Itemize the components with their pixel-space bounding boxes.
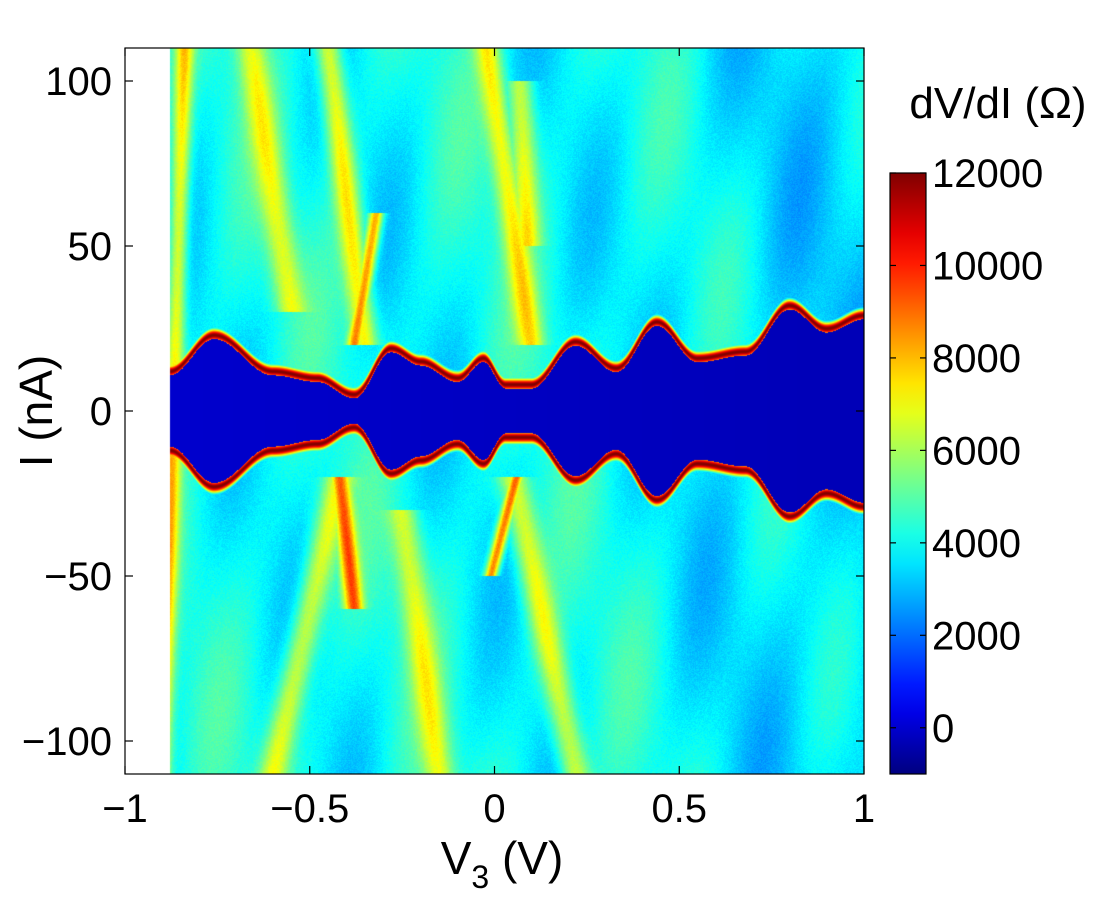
x-tick-label: 0.5 [651,787,707,831]
y-tick-label: 100 [45,60,112,104]
y-tick-label: 50 [68,225,113,269]
colorbar [889,172,927,775]
y-axis-label: I (nA) [10,355,62,467]
colorbar-tick-label: 12000 [932,152,1043,196]
x-axis-label-unit: (V) [489,832,563,884]
x-axis-label-main: V [441,832,472,884]
heatmap-image [125,48,864,774]
x-axis-label-subscript: 3 [471,859,489,895]
colorbar-label: dV/dI (Ω) [909,79,1086,128]
colorbar-tick-label: 6000 [932,429,1021,473]
y-tick-label: 0 [90,390,112,434]
colorbar-tick-label: 0 [932,707,954,751]
colorbar-tick-label: 4000 [932,522,1021,566]
x-tick-label: −1 [102,787,148,831]
colorbar-tick-label: 8000 [932,337,1021,381]
y-tick-label: −100 [22,720,112,764]
x-tick-label: 0 [483,787,505,831]
colorbar-tick-label: 10000 [932,244,1043,288]
x-tick-label: 1 [853,787,875,831]
x-axis-label: V3 (V) [441,832,564,895]
colorbar-tick-label: 2000 [932,614,1021,658]
y-tick-label: −50 [44,555,112,599]
x-tick-label: −0.5 [270,787,349,831]
